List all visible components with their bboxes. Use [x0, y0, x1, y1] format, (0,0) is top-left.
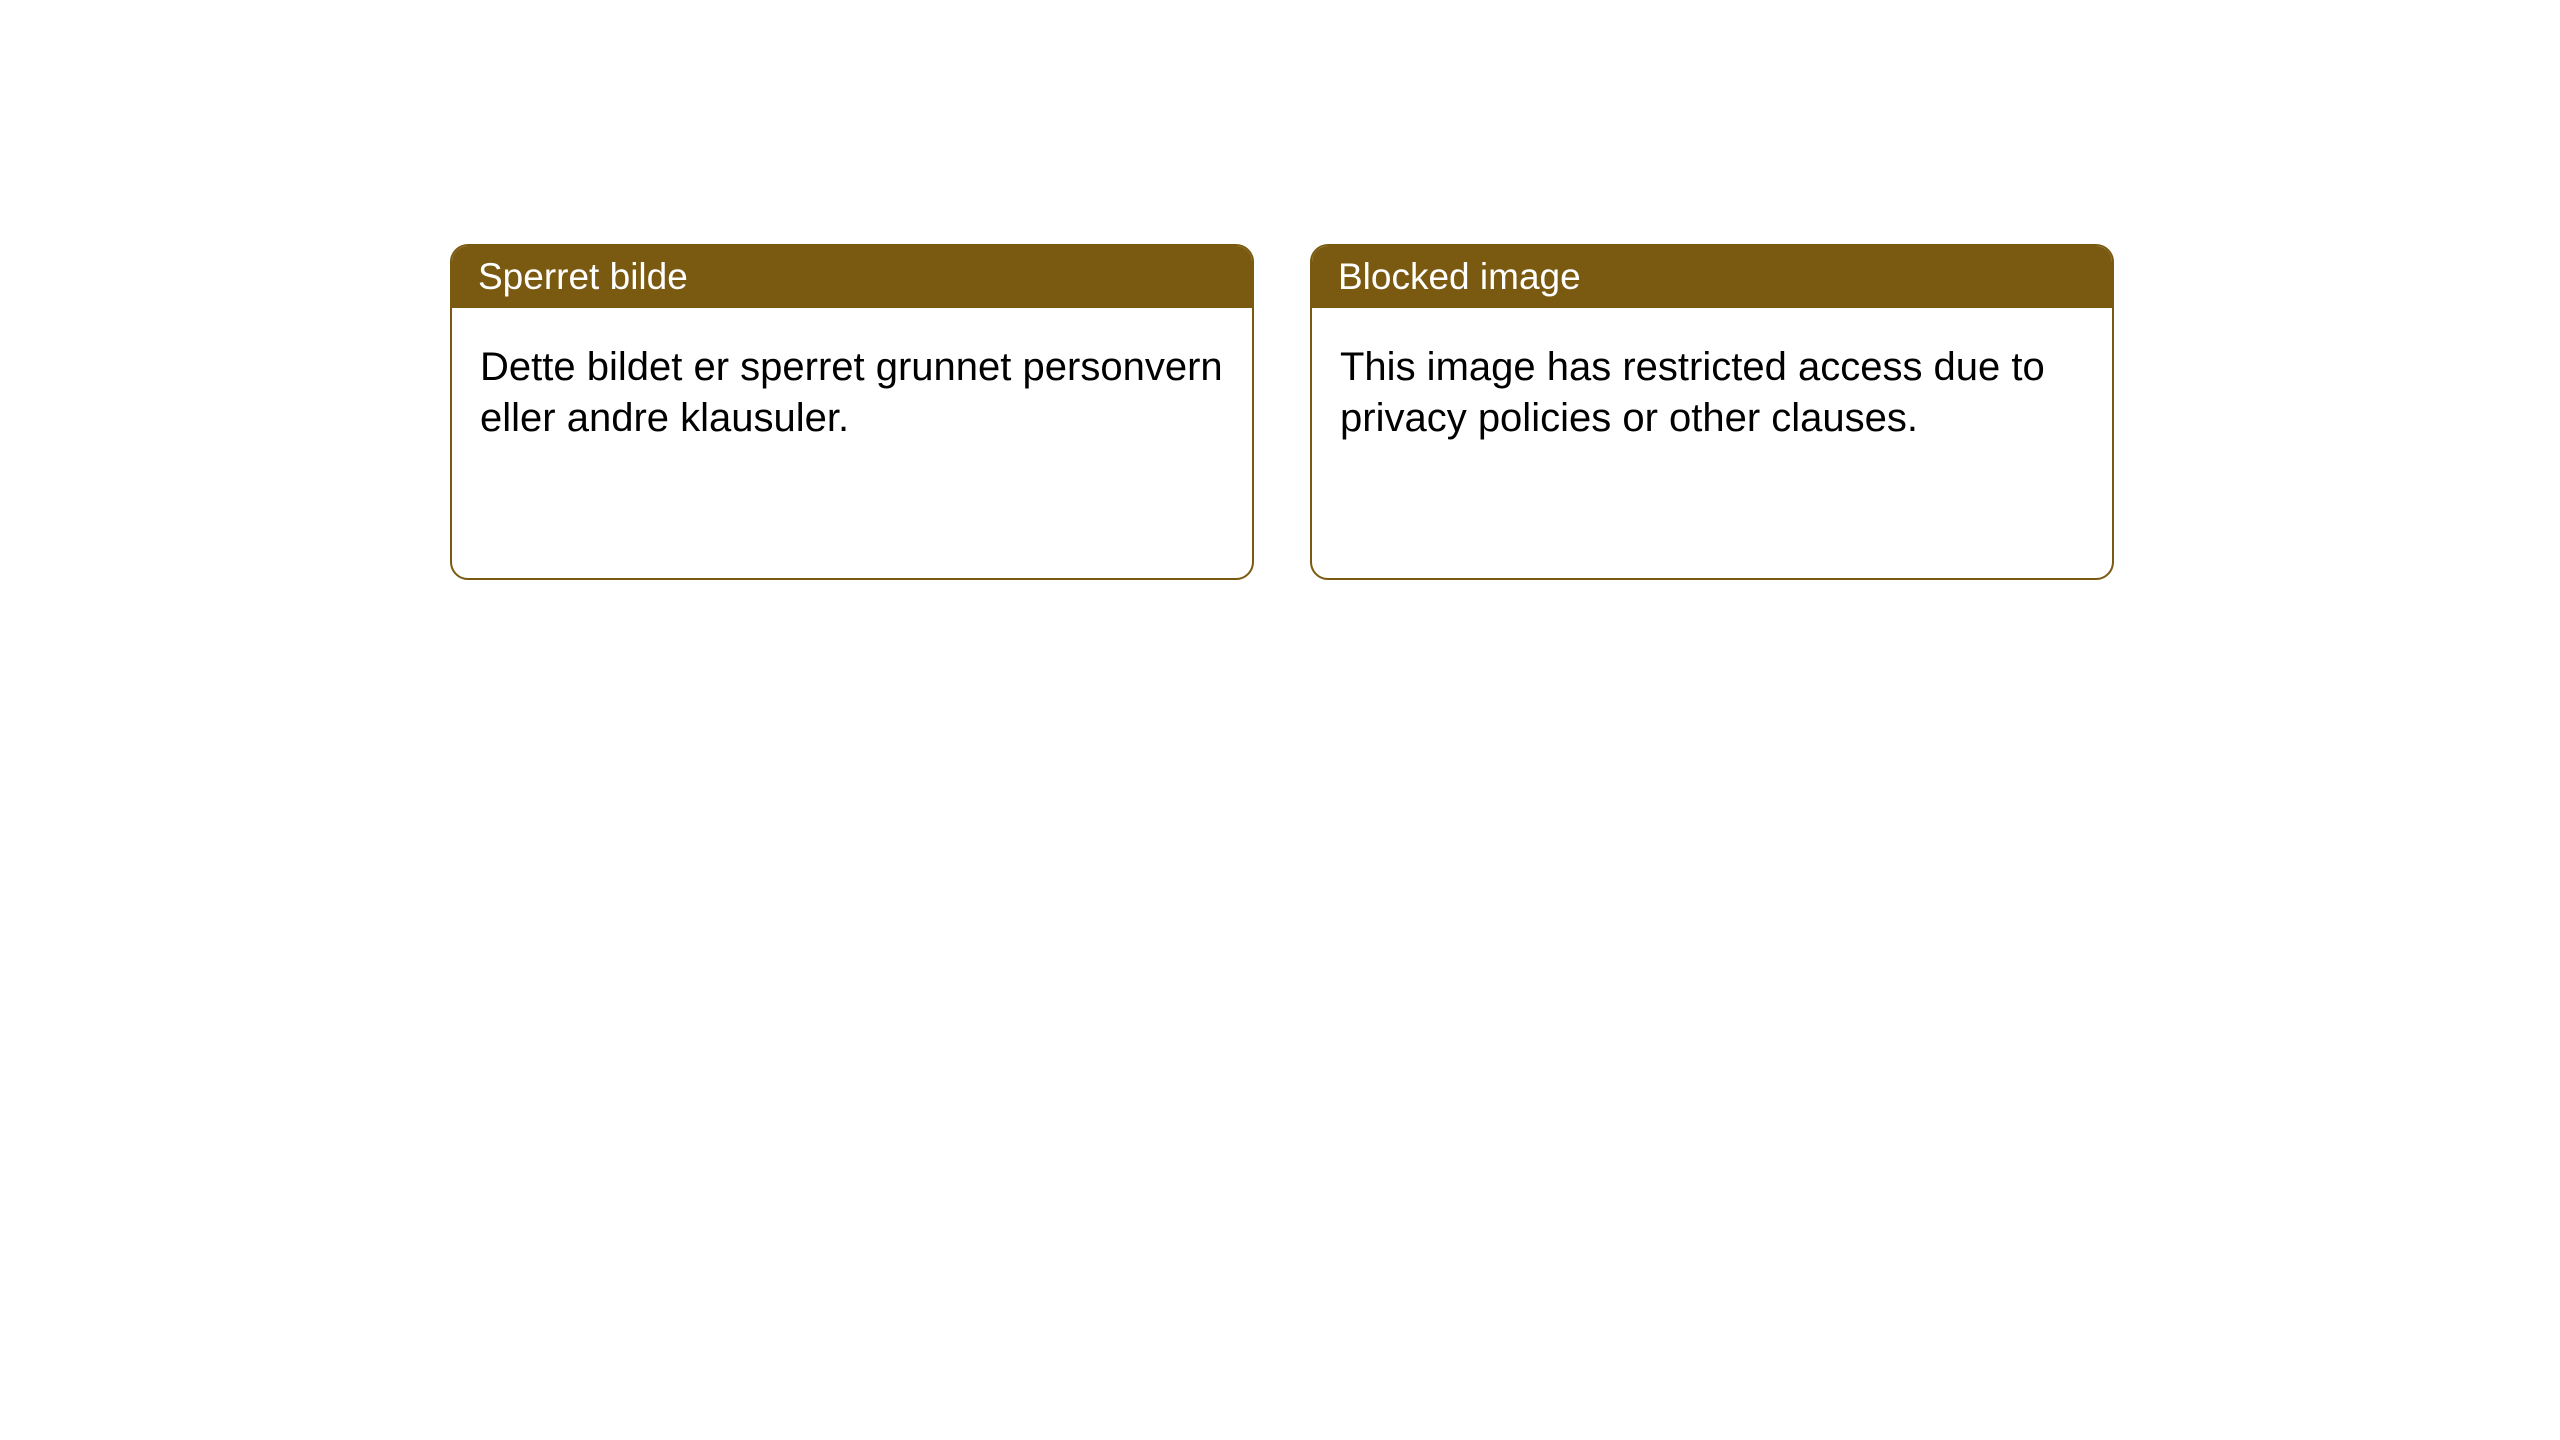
notice-body-no: Dette bildet er sperret grunnet personve…: [452, 308, 1252, 478]
notice-card-en: Blocked image This image has restricted …: [1310, 244, 2114, 580]
notice-container: Sperret bilde Dette bildet er sperret gr…: [0, 0, 2560, 580]
notice-card-no: Sperret bilde Dette bildet er sperret gr…: [450, 244, 1254, 580]
notice-title-no: Sperret bilde: [452, 246, 1252, 308]
notice-title-en: Blocked image: [1312, 246, 2112, 308]
notice-body-en: This image has restricted access due to …: [1312, 308, 2112, 478]
